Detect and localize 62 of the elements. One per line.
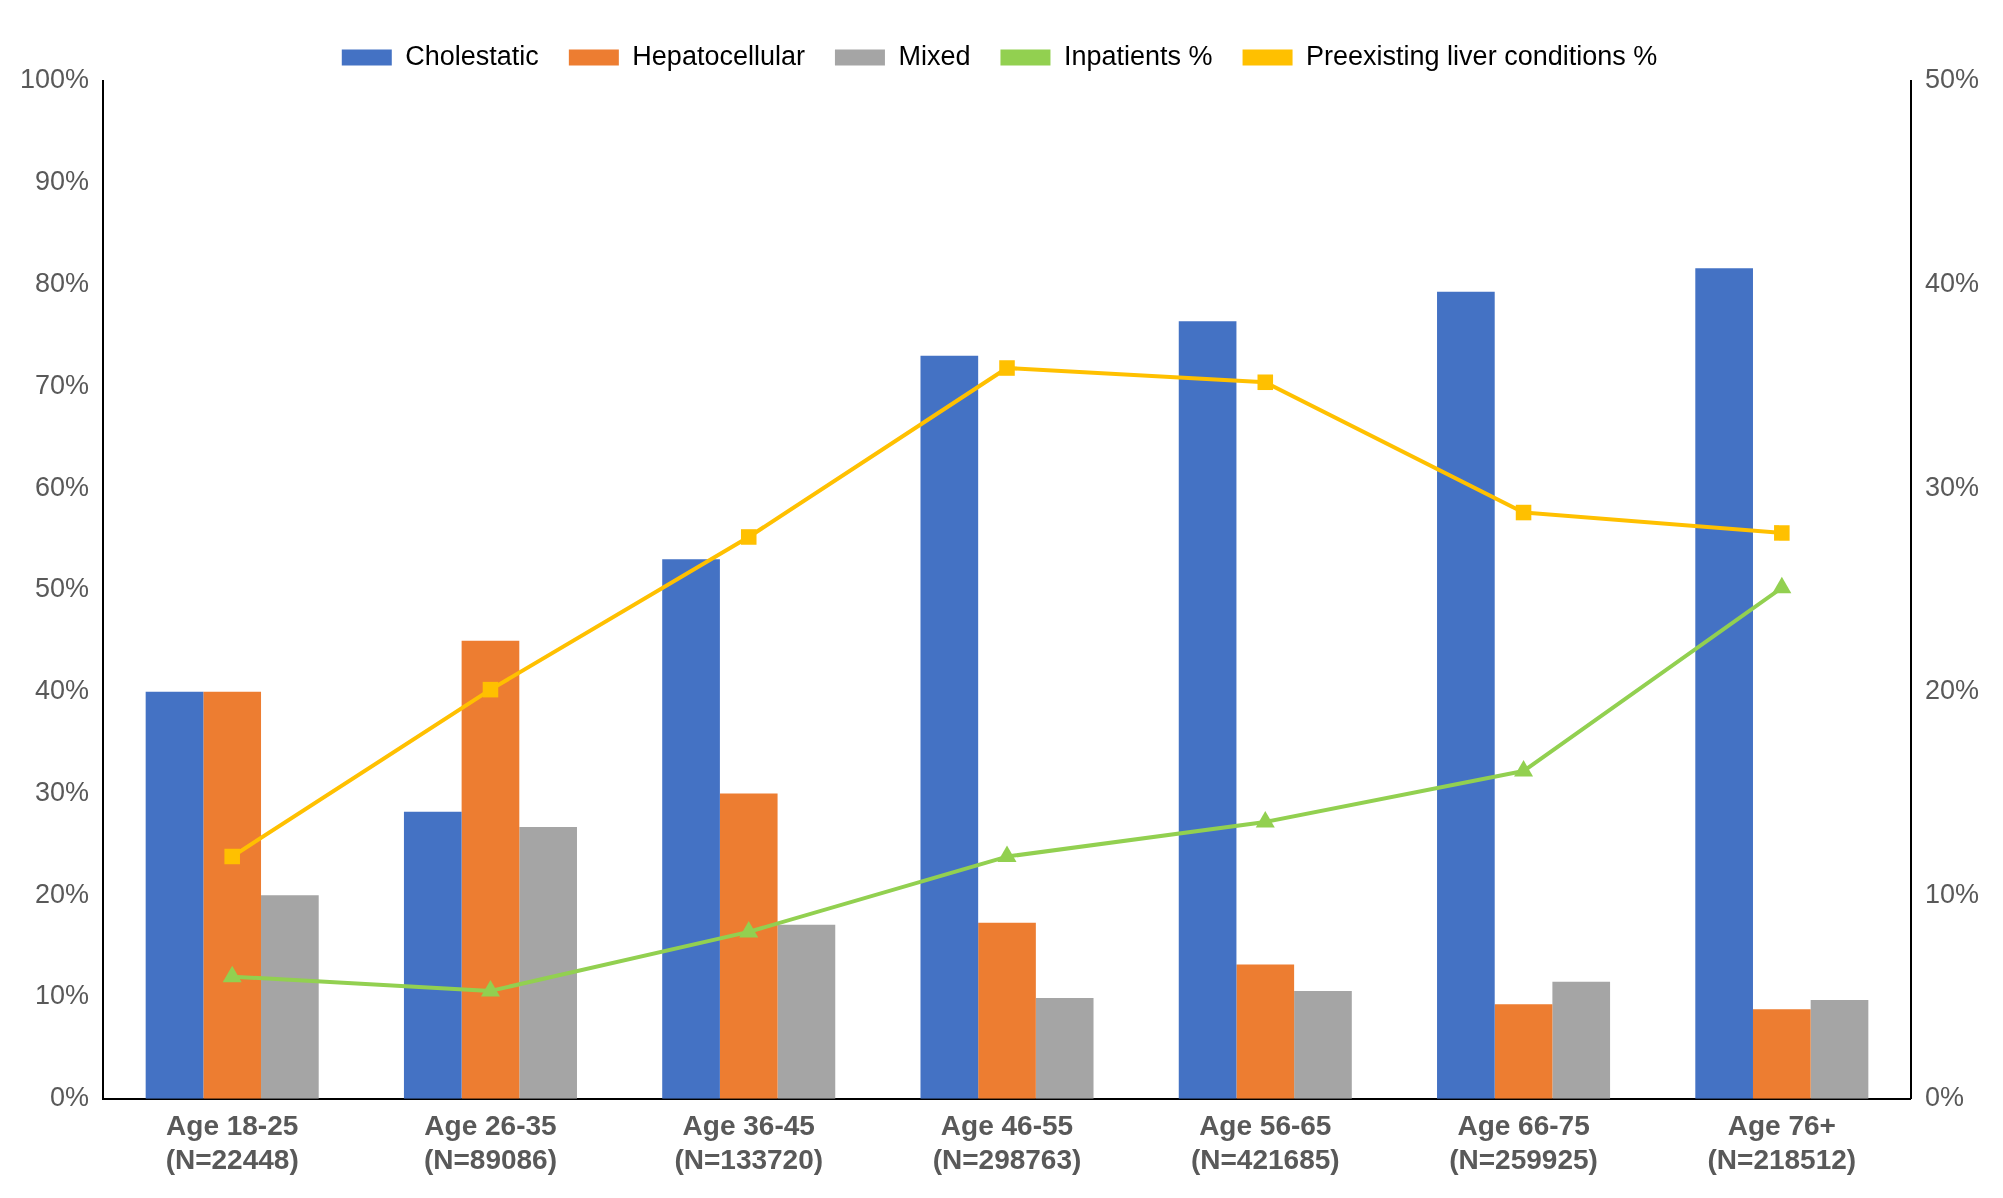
bar bbox=[1437, 291, 1495, 1099]
y-tick-label: 60% bbox=[35, 471, 90, 502]
bar bbox=[403, 811, 462, 1099]
y-tick-label: 50% bbox=[35, 573, 90, 604]
legend-label: Preexisting liver conditions % bbox=[1306, 40, 1658, 71]
y-tick-label: 20% bbox=[35, 878, 90, 909]
legend-label: Cholestatic bbox=[405, 40, 539, 71]
bar bbox=[920, 355, 979, 1099]
x-tick-label: Age 26-35 (N=89086) bbox=[423, 1110, 558, 1175]
bar bbox=[1494, 1004, 1553, 1099]
point bbox=[1774, 525, 1790, 541]
bar bbox=[1552, 981, 1611, 1099]
point bbox=[1257, 374, 1274, 391]
y-tick-label: 0% bbox=[50, 1082, 90, 1113]
x-tick-label: Age 18-25 (N=22448) bbox=[165, 1110, 299, 1175]
bar bbox=[719, 793, 778, 1099]
legend-label: Hepatocellular bbox=[632, 40, 805, 71]
bar bbox=[519, 827, 577, 1099]
bar bbox=[1294, 990, 1352, 1099]
point bbox=[999, 360, 1015, 376]
bar bbox=[1178, 321, 1237, 1099]
x-tick-label: Age 76+ (N=218512) bbox=[1707, 1110, 1857, 1175]
y2-tick-label: 10% bbox=[1924, 878, 1980, 909]
bar bbox=[203, 691, 262, 1099]
x-tick-label: Age 36-45 (N=133720) bbox=[674, 1110, 824, 1175]
bar bbox=[777, 924, 836, 1099]
point bbox=[997, 845, 1017, 863]
legend-label: Inpatients % bbox=[1063, 40, 1213, 71]
y-tick-label: 30% bbox=[35, 776, 90, 807]
y-tick-label: 10% bbox=[35, 980, 90, 1011]
point bbox=[1514, 760, 1534, 777]
y-tick-label: 100% bbox=[19, 64, 90, 95]
y2-tick-label: 20% bbox=[1924, 675, 1980, 706]
bar bbox=[1695, 268, 1753, 1099]
y2-tick-label: 50% bbox=[1924, 64, 1980, 95]
x-tick-label: Age 56-65 (N=421685) bbox=[1190, 1110, 1340, 1175]
point bbox=[1255, 810, 1275, 828]
bar bbox=[1236, 964, 1295, 1099]
point bbox=[482, 681, 499, 698]
x-tick-label: Age 66-75 (N=259925) bbox=[1449, 1110, 1598, 1175]
y2-tick-label: 30% bbox=[1924, 471, 1980, 502]
bar bbox=[145, 691, 204, 1099]
point bbox=[740, 529, 757, 545]
point bbox=[739, 920, 759, 938]
legend-label: Mixed bbox=[898, 40, 971, 71]
bar bbox=[1752, 1009, 1811, 1099]
bar bbox=[261, 895, 319, 1099]
y-tick-label: 40% bbox=[35, 675, 90, 706]
y2-tick-label: 0% bbox=[1924, 1082, 1964, 1113]
y-tick-label: 70% bbox=[35, 369, 90, 400]
bar bbox=[978, 922, 1036, 1099]
y-tick-label: 90% bbox=[35, 166, 90, 197]
y-tick-label: 80% bbox=[35, 268, 90, 299]
bar bbox=[662, 559, 720, 1099]
point bbox=[1515, 504, 1532, 521]
point bbox=[222, 965, 242, 983]
bar bbox=[461, 640, 520, 1099]
x-tick-label: Age 46-55 (N=298763) bbox=[932, 1110, 1082, 1175]
bar bbox=[1810, 1000, 1869, 1099]
point bbox=[480, 979, 500, 997]
bar bbox=[1035, 998, 1094, 1099]
y2-tick-label: 40% bbox=[1924, 268, 1980, 299]
